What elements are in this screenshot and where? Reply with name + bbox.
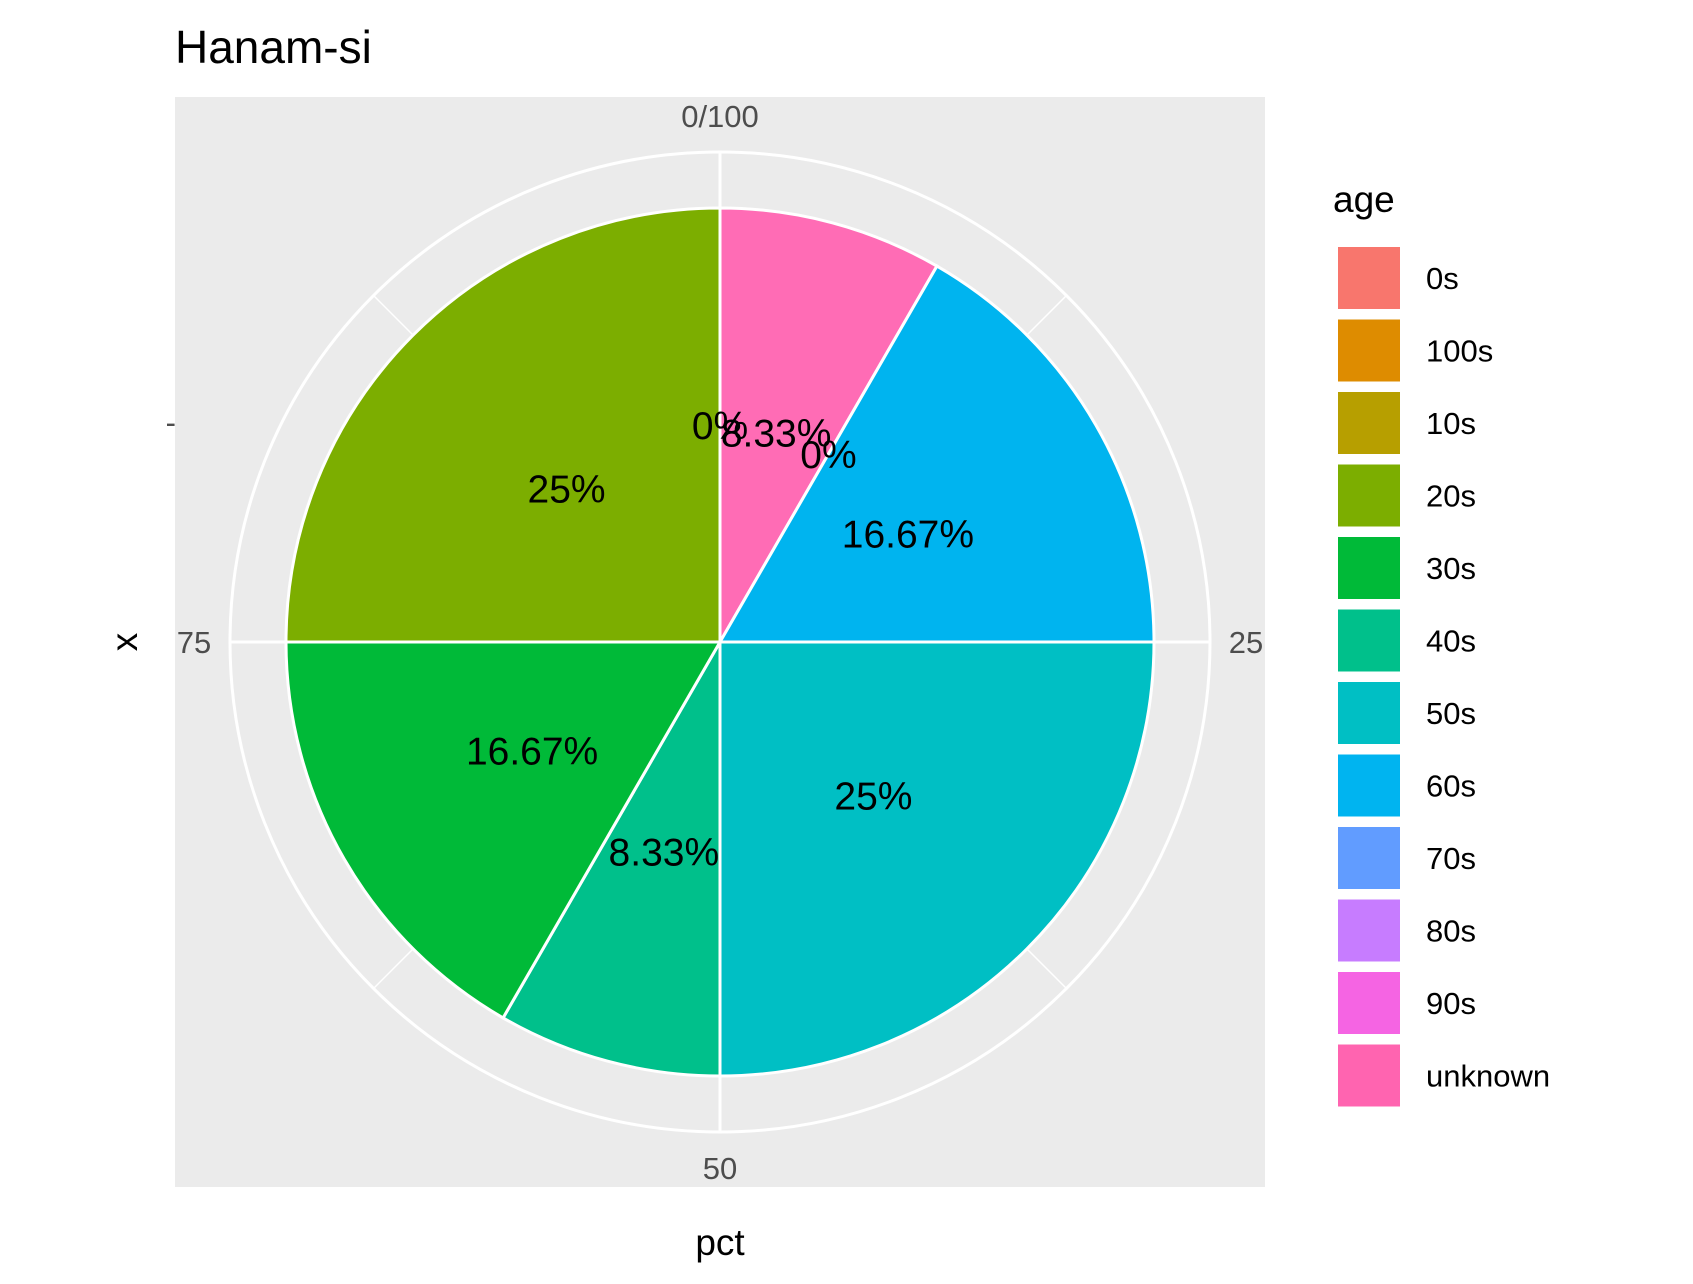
grid-spoke bbox=[1026, 294, 1068, 336]
theta-tick-label: 0/100 bbox=[681, 99, 759, 134]
legend-label-10s: 10s bbox=[1426, 406, 1476, 441]
pie-slice-20s bbox=[284, 206, 722, 644]
legend: age 0s 100s 10s 20s 30s 40s 50s 60s 70s 80s 90s unk… bbox=[1333, 179, 1550, 1109]
legend-label-90s: 90s bbox=[1426, 986, 1476, 1021]
slice-label-40s: 8.33% bbox=[609, 832, 720, 875]
legend-label-0s: 0s bbox=[1426, 261, 1459, 296]
slice-labels: 8.33%0%16.67%25%8.33%16.67%25%0% bbox=[466, 405, 974, 875]
legend-key-unknown bbox=[1336, 1042, 1402, 1109]
slice-label-30s: 16.67% bbox=[466, 731, 598, 774]
legend-label-50s: 50s bbox=[1426, 696, 1476, 731]
slice-label-60s: 16.67% bbox=[842, 513, 974, 556]
legend-key-10s bbox=[1336, 390, 1402, 456]
pie-slice-unknown bbox=[718, 206, 939, 648]
legend-key-80s bbox=[1336, 897, 1402, 964]
legend-label-unknown: unknown bbox=[1426, 1059, 1550, 1094]
slice-label-20s: 25% bbox=[528, 469, 606, 512]
chart-title: Hanam-si bbox=[175, 21, 372, 73]
legend-label-80s: 80s bbox=[1426, 914, 1476, 949]
polar-grid bbox=[228, 150, 1212, 1134]
legend-label-20s: 20s bbox=[1426, 479, 1476, 514]
legend-key-100s bbox=[1336, 317, 1402, 384]
grid-spoke bbox=[1026, 948, 1068, 990]
pie-slice-40s bbox=[501, 636, 722, 1078]
pie-slices bbox=[284, 206, 1156, 1078]
legend-key-60s bbox=[1336, 752, 1402, 819]
pie-slice-60s bbox=[717, 264, 1156, 644]
legend-key-0s bbox=[1336, 245, 1402, 311]
slice-label-unknown: 8.33% bbox=[721, 412, 832, 455]
x-axis-title: pct bbox=[695, 1222, 745, 1263]
y-tick-label: - bbox=[166, 405, 176, 440]
y-axis-title: x bbox=[104, 632, 145, 651]
legend-key-20s bbox=[1336, 462, 1402, 529]
legend-label-60s: 60s bbox=[1426, 769, 1476, 804]
legend-key-70s bbox=[1336, 825, 1402, 891]
legend-title: age bbox=[1333, 179, 1395, 220]
legend-key-40s bbox=[1336, 607, 1402, 674]
slice-label-0s: 0% bbox=[692, 405, 748, 448]
legend-key-90s bbox=[1336, 970, 1402, 1036]
legend-label-40s: 40s bbox=[1426, 624, 1476, 659]
slice-label-50s: 25% bbox=[834, 775, 912, 818]
slice-label-70s: 0% bbox=[800, 434, 856, 477]
theta-tick-labels: 0/100 25 50 75 bbox=[177, 99, 1263, 1186]
grid-spoke bbox=[372, 294, 414, 336]
pie-slice-50s bbox=[718, 640, 1156, 1078]
legend-key-50s bbox=[1336, 680, 1402, 746]
legend-label-100s: 100s bbox=[1426, 334, 1493, 369]
legend-key-30s bbox=[1336, 535, 1402, 601]
grid-spoke bbox=[372, 948, 414, 990]
theta-tick-label: 50 bbox=[703, 1151, 737, 1186]
theta-tick-label: 25 bbox=[1229, 625, 1263, 660]
theta-tick-label: 75 bbox=[177, 625, 211, 660]
legend-label-70s: 70s bbox=[1426, 841, 1476, 876]
legend-label-30s: 30s bbox=[1426, 551, 1476, 586]
pie-slice-30s bbox=[284, 640, 723, 1020]
